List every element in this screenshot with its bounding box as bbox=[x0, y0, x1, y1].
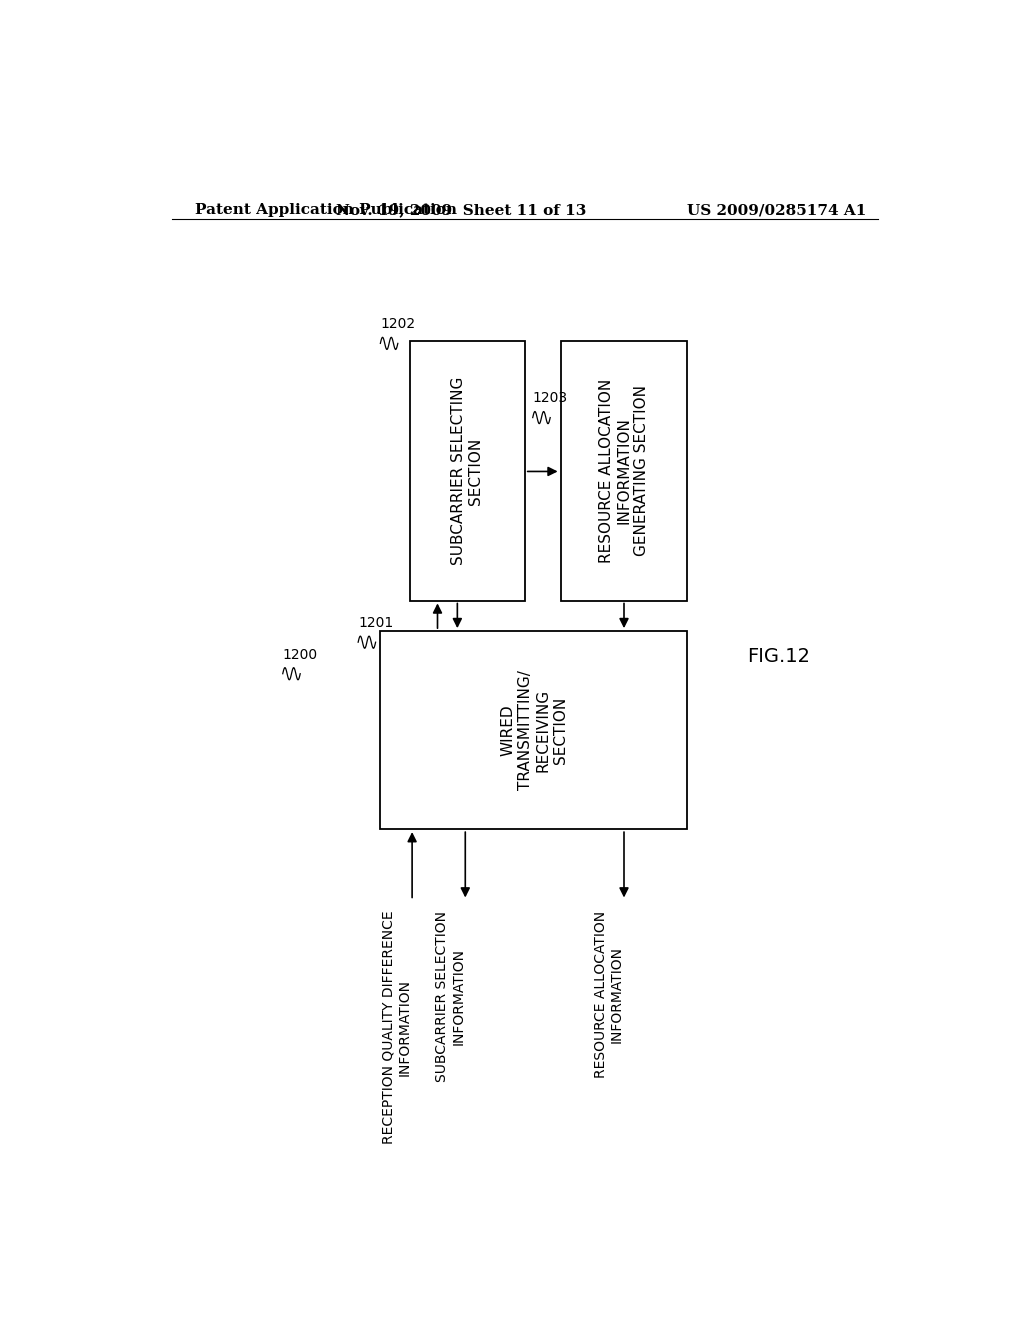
Text: SUBCARRIER SELECTING
SECTION: SUBCARRIER SELECTING SECTION bbox=[451, 376, 483, 565]
Text: 1200: 1200 bbox=[283, 648, 317, 661]
Text: WIRED
TRANSMITTING/
RECEIVING
SECTION: WIRED TRANSMITTING/ RECEIVING SECTION bbox=[501, 671, 567, 791]
Bar bbox=[560, 342, 687, 601]
Text: Patent Application Publication: Patent Application Publication bbox=[196, 203, 458, 216]
Text: 1203: 1203 bbox=[532, 392, 568, 405]
Text: US 2009/0285174 A1: US 2009/0285174 A1 bbox=[687, 203, 866, 216]
Text: RESOURCE ALLOCATION
INFORMATION
GENERATING SECTION: RESOURCE ALLOCATION INFORMATION GENERATI… bbox=[599, 379, 649, 564]
Text: 1201: 1201 bbox=[358, 616, 393, 630]
Text: RESOURCE ALLOCATION
INFORMATION: RESOURCE ALLOCATION INFORMATION bbox=[594, 911, 624, 1077]
Text: 1202: 1202 bbox=[380, 317, 416, 331]
Bar bbox=[380, 631, 687, 829]
Text: Nov. 19, 2009  Sheet 11 of 13: Nov. 19, 2009 Sheet 11 of 13 bbox=[336, 203, 587, 216]
Text: SUBCARRIER SELECTION
INFORMATION: SUBCARRIER SELECTION INFORMATION bbox=[435, 911, 465, 1081]
Bar bbox=[410, 342, 525, 601]
Text: FIG.12: FIG.12 bbox=[748, 647, 810, 665]
Text: RECEPTION QUALITY DIFFERENCE
INFORMATION: RECEPTION QUALITY DIFFERENCE INFORMATION bbox=[382, 911, 412, 1144]
